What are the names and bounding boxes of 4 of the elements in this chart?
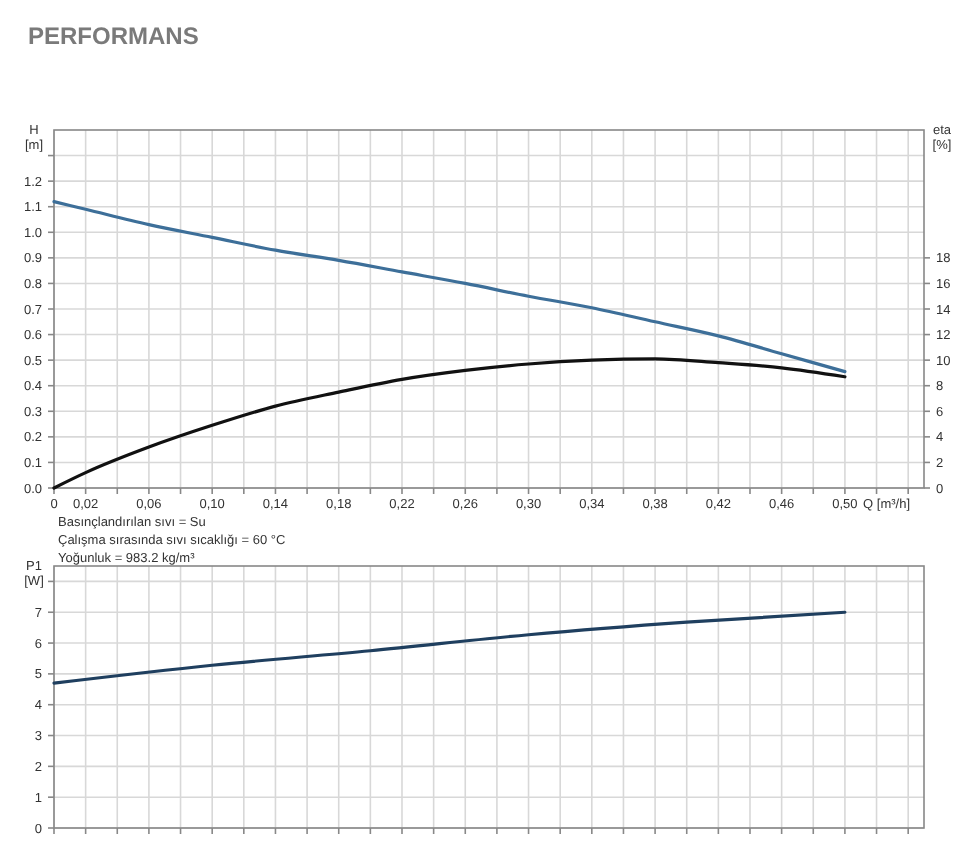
line-series: [52, 357, 847, 490]
line-series: [52, 200, 847, 374]
line-series: [52, 610, 847, 685]
chart-title: PERFORMANS: [28, 22, 199, 50]
